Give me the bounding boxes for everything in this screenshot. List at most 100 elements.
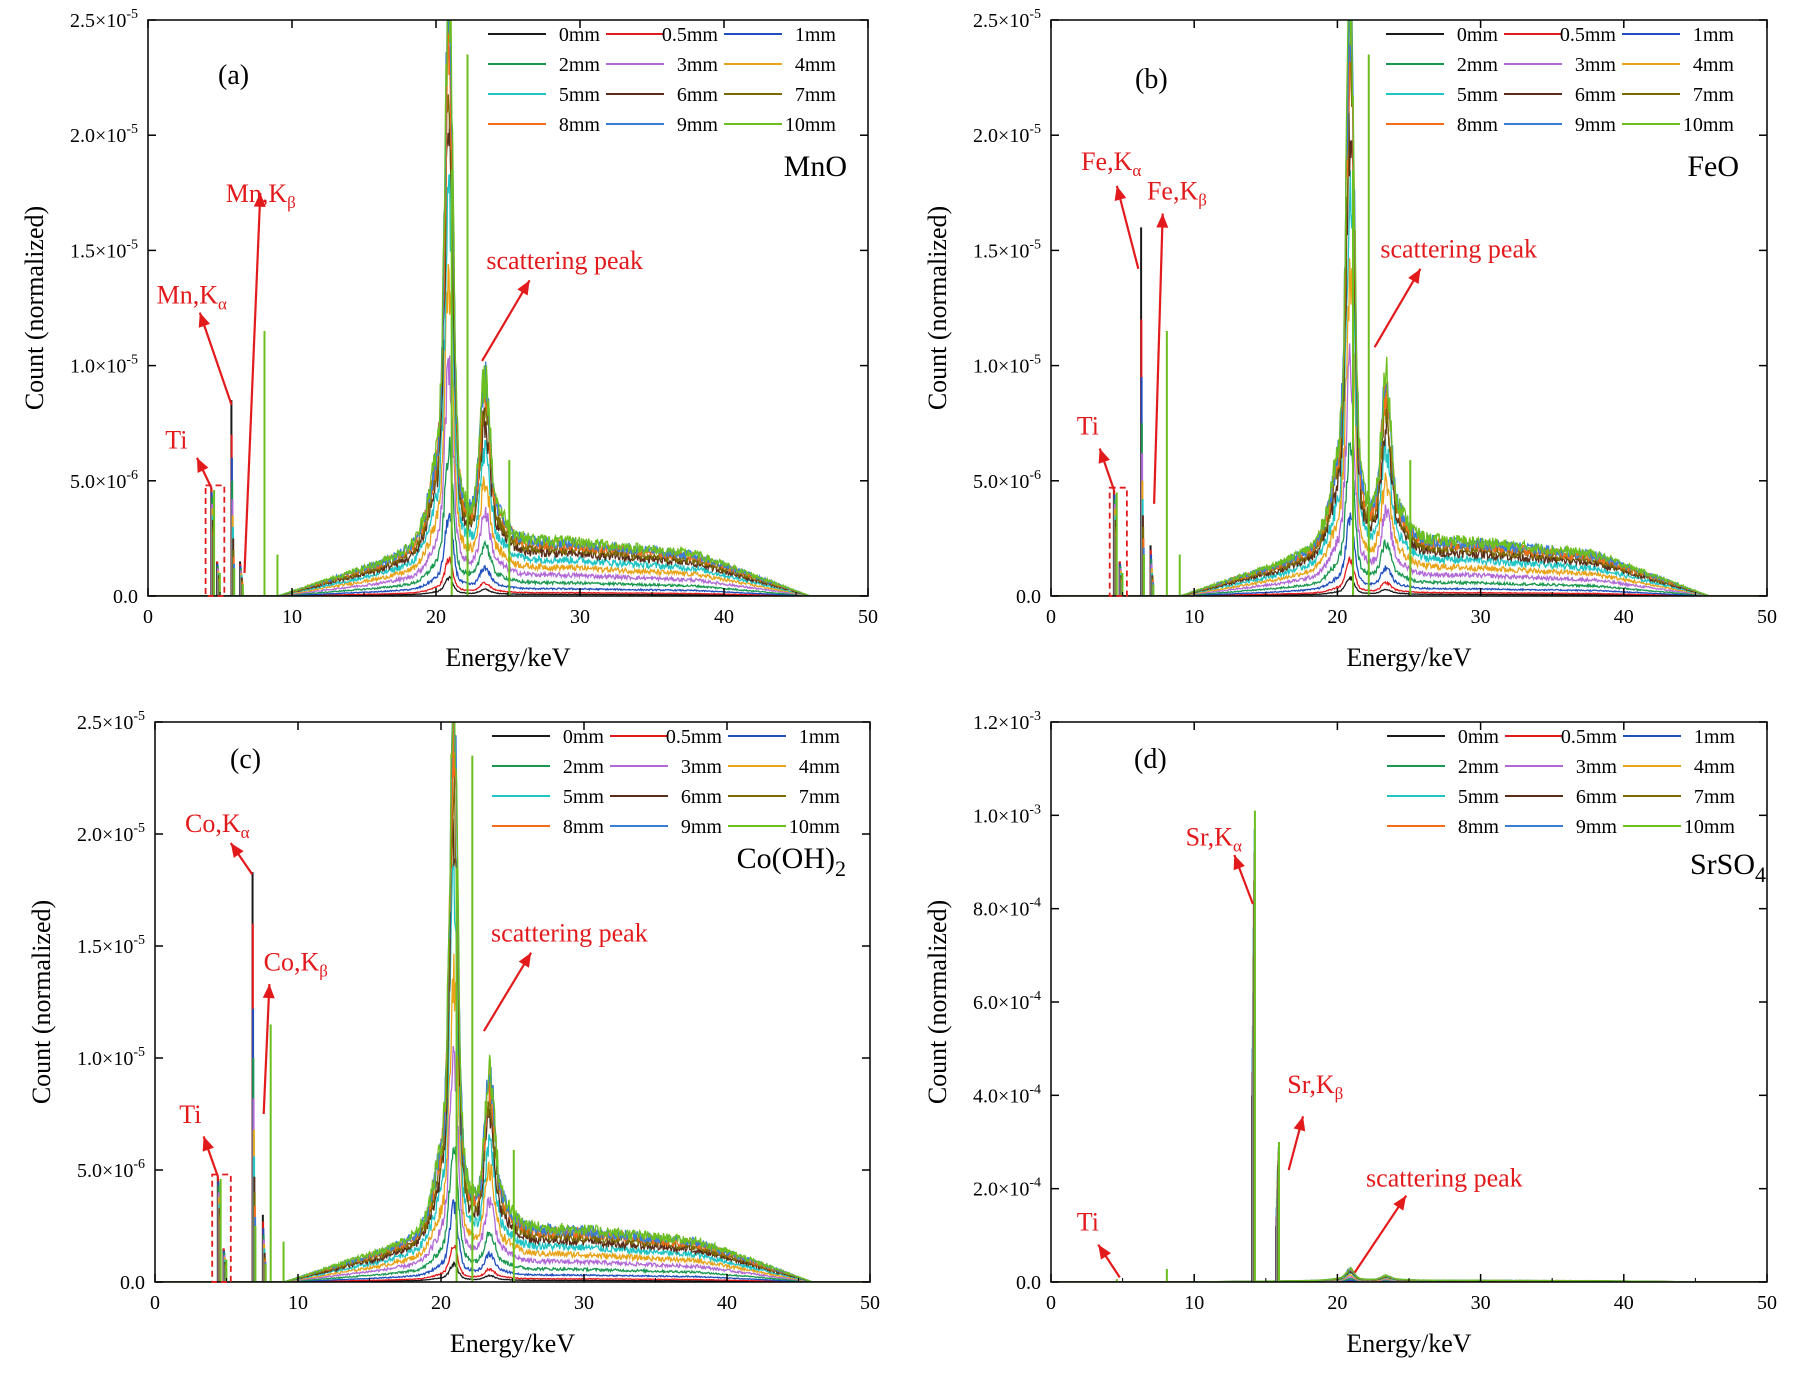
legend-label-6mm: 6mm [681,786,723,808]
panel-a: 0 10 20 30 40 50 0.0 5.0×10-6 1.0×10-5 1.5×10-5 2.… [20,7,878,672]
legend-label-2mm: 2mm [1457,54,1499,76]
annotation-arrow-sc [1353,1195,1408,1274]
legend-label-3mm: 3mm [1576,756,1618,778]
x-tick-label: 20 [431,1292,451,1314]
annotation-arrowhead-ti [202,1136,214,1152]
legend-label-5mm: 5mm [559,84,601,106]
annotation-label-ti: Ti [1077,412,1099,441]
x-tick-label: 40 [717,1292,737,1314]
x-axis-title: Energy/keV [1346,1329,1471,1358]
series-4mm-line [148,263,868,596]
legend-label-8mm: 8mm [1457,114,1499,136]
y-tick-label: 1.5×10-5 [77,933,145,958]
x-tick-label: 50 [858,606,878,628]
annotation-arrowhead-ka [1114,185,1127,201]
series-2mm-line [1051,441,1767,596]
legend-label-3mm: 3mm [681,756,723,778]
legend-label-1mm: 1mm [1693,24,1735,46]
x-tick-label: 0 [150,1292,160,1314]
annotation-label-kb: Sr,Kβ [1287,1070,1343,1103]
annotation-arrowhead-sc [1408,268,1421,284]
annotation-arrowhead-ka [198,312,211,328]
legend-label-7mm: 7mm [1693,84,1735,106]
annotation-arrow-ka [1115,185,1140,270]
annotation-label-sc: scattering peak [1366,1163,1523,1192]
y-tick-label: 0.0 [1016,1272,1041,1294]
annotation-label-kb: Co,Kβ [264,948,328,981]
legend-label-5mm: 5mm [1458,786,1500,808]
series-2mm-line [155,1146,870,1282]
y-tick-label: 1.5×10-5 [973,237,1041,262]
y-tick-label: 0.0 [120,1272,145,1294]
x-tick-label: 10 [1184,1292,1204,1314]
y-tick-label: 1.2×10-3 [973,709,1041,734]
compound-label: MnO [784,150,847,183]
series-1mm-line [148,512,868,596]
x-tick-label: 0 [1046,1292,1056,1314]
legend-label-6mm: 6mm [1576,786,1618,808]
legend-label-9mm: 9mm [677,114,719,136]
x-tick-label: 30 [1471,1292,1491,1314]
annotation-arrow-ka [198,312,233,406]
series-1mm-line [155,1199,870,1282]
x-tick-label: 10 [288,1292,308,1314]
legend-label-3mm: 3mm [1575,54,1617,76]
legend-label-2mm: 2mm [1458,756,1500,778]
legend-label-1mm: 1mm [799,726,841,748]
series-4mm-line [1051,257,1767,596]
panel-label: (b) [1135,64,1168,95]
annotation-arrowhead-sc [518,952,532,968]
x-tick-label: 20 [1327,606,1347,628]
x-tick-label: 40 [1614,606,1634,628]
annotation-label-ti: Ti [179,1100,201,1129]
annotation-arrowhead-ka [1233,855,1245,871]
panel-c: 0 10 20 30 40 50 0.0 5.0×10-6 1.0×10-5 1.5×10-5 2.… [27,709,880,1358]
series-2mm-line [148,436,868,596]
annotation-label-sc: scattering peak [486,246,643,275]
axes-frame-c [154,721,871,1283]
plot-area-b [1051,20,1767,596]
annotation-arrowhead-sc [1393,1195,1407,1211]
ti-highlight-box [1108,486,1128,597]
annotation-label-kb: Mn,Kβ [226,179,296,212]
legend-label-10mm: 10mm [789,816,841,838]
legend-label-10mm: 10mm [1684,816,1736,838]
x-tick-label: 30 [1471,606,1491,628]
series-3mm-line [1051,343,1767,596]
y-tick-label: 6.0×10-4 [973,989,1041,1014]
legend-label-0mm: 0mm [1458,726,1500,748]
panel-label: (c) [230,744,261,775]
legend-label-8mm: 8mm [1458,816,1500,838]
series-3mm-line [155,1045,870,1282]
legend-label-4mm: 4mm [795,54,837,76]
x-tick-label: 50 [1757,606,1777,628]
annotation-arrow-kb [1153,213,1164,504]
annotation-arrow-sc [481,279,531,362]
y-tick-label: 1.0×10-5 [973,353,1041,378]
series-5mm-line [155,860,870,1282]
series-4mm-line [155,953,870,1282]
annotation-arrowhead-ti [1098,448,1110,464]
x-tick-label: 20 [1327,1292,1347,1314]
legend-label-7mm: 7mm [795,84,837,106]
legend-label-2mm: 2mm [559,54,601,76]
legend-label-4mm: 4mm [799,756,841,778]
plot-area-c [155,722,870,1282]
annotation-arrow-sc [482,952,533,1032]
legend-label-5mm: 5mm [1457,84,1499,106]
legend-label-0.5mm: 0.5mm [666,726,723,748]
y-axis-title: Count (normalized) [923,900,952,1104]
panel-label: (a) [218,60,249,91]
y-tick-label: 5.0×10-6 [973,468,1041,493]
x-tick-label: 20 [426,606,446,628]
series-0.5mm-line [148,556,868,596]
plot-area-d [1051,810,1767,1282]
series-7mm-line [1051,27,1767,596]
x-tick-label: 0 [1046,606,1056,628]
y-tick-label: 4.0×10-4 [973,1082,1041,1107]
legend-label-10mm: 10mm [785,114,837,136]
legend-label-3mm: 3mm [677,54,719,76]
series-6mm-line [148,112,868,596]
panel-b: 0 10 20 30 40 50 0.0 5.0×10-6 1.0×10-5 1.5×10-5 2.… [923,7,1777,672]
